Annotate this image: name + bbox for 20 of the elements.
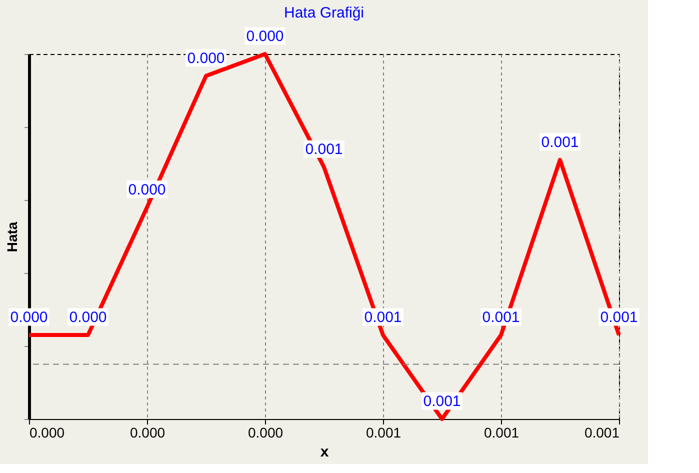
y-axis-title: Hata xyxy=(4,222,20,252)
annotation: 0.001 xyxy=(541,134,579,151)
x-axis-title: x xyxy=(320,444,330,460)
x-tick-label: 0.000 xyxy=(130,424,166,440)
annotation: 0.001 xyxy=(600,309,638,326)
chart-title: Hata Grafiği xyxy=(284,4,364,22)
x-tick-label: 0.001 xyxy=(484,424,520,440)
annotation: 0.000 xyxy=(246,28,284,45)
annotation: 0.001 xyxy=(423,393,461,410)
x-tick-label: 0.000 xyxy=(30,424,65,440)
annotation: 0.000 xyxy=(187,50,225,67)
annotation: 0.000 xyxy=(128,181,166,198)
x-tick-label: 0.000 xyxy=(248,424,284,440)
annotation: 0.000 xyxy=(10,309,48,326)
x-tick-label: 0.001 xyxy=(584,424,620,440)
x-tick-label: 0.001 xyxy=(366,424,402,440)
annotation: 0.001 xyxy=(305,141,343,158)
annotation: 0.000 xyxy=(69,309,107,326)
annotation: 0.001 xyxy=(482,309,520,326)
annotation: 0.001 xyxy=(364,309,402,326)
